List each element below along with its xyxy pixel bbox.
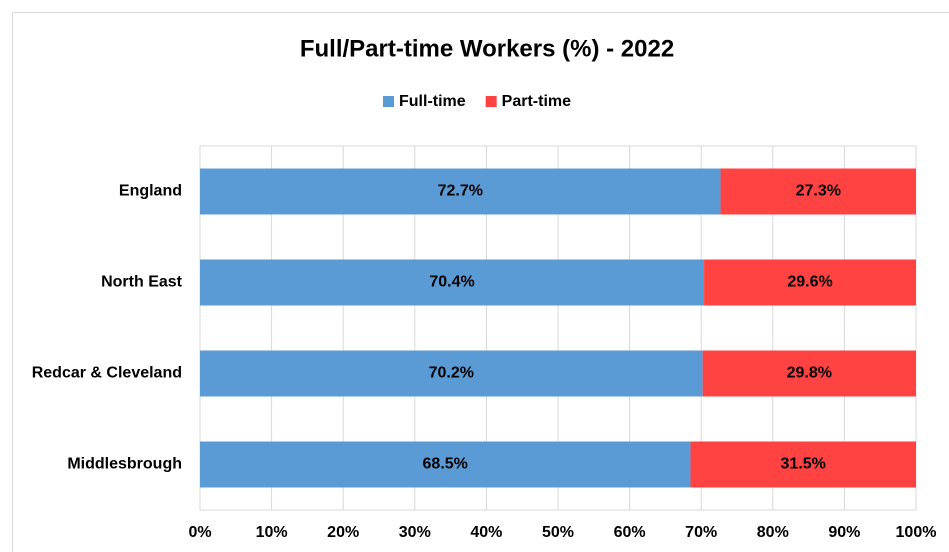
bar-segment [200,259,705,306]
bar-segment [720,168,916,215]
bar-segment [690,441,916,488]
bars [200,168,916,488]
data-label: 70.2% [429,365,474,382]
legend-label: Full-time [399,93,466,110]
y-tick-label: England [119,183,182,200]
x-tick-label: 70% [685,524,717,541]
x-tick-label: 0% [188,524,211,541]
x-tick-label: 60% [614,524,646,541]
legend-swatch [383,96,394,107]
data-label: 72.7% [438,183,483,200]
bar-segment [200,441,691,488]
data-label: 31.5% [781,456,826,473]
chart-title: Full/Part-time Workers (%) - 2022 [300,35,674,62]
data-label: 27.3% [796,183,841,200]
x-tick-label: 30% [399,524,431,541]
bar-segment [702,350,916,397]
x-tick-label: 40% [470,524,502,541]
x-tick-label: 50% [542,524,574,541]
x-tick-label: 20% [327,524,359,541]
data-label: 70.4% [429,274,474,291]
bar-segment [200,350,703,397]
data-label: 68.5% [423,456,468,473]
legend-swatch [485,96,497,107]
y-tick-label: North East [101,274,183,291]
bar-segment [704,259,916,306]
y-tick-label: Redcar & Cleveland [32,365,182,382]
x-tick-label: 100% [896,524,937,541]
bar-segment [200,168,721,215]
data-label: 29.8% [787,365,832,382]
x-tick-label: 80% [757,524,789,541]
labels: 0% 10% 20% 30% 40% 50% 60% 70% 80% 90% 100% Full-ti… [32,93,937,541]
legend-label: Part-time [502,93,571,110]
y-tick-label: Middlesbrough [67,456,182,473]
x-tick-label: 90% [828,524,860,541]
data-label: 29.6% [787,274,832,291]
x-tick-label: 10% [256,524,288,541]
